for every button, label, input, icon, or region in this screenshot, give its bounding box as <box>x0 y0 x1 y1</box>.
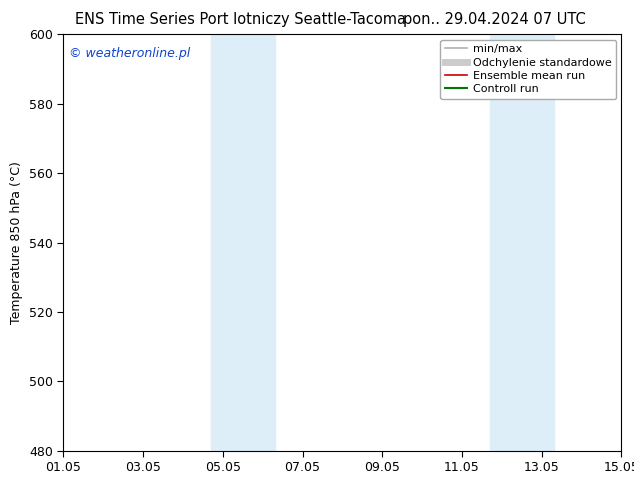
Text: © weatheronline.pl: © weatheronline.pl <box>69 47 190 60</box>
Bar <box>211 34 275 451</box>
Legend: min/max, Odchylenie standardowe, Ensemble mean run, Controll run: min/max, Odchylenie standardowe, Ensembl… <box>441 40 616 99</box>
Bar <box>490 34 553 451</box>
Y-axis label: Temperature 850 hPa (°C): Temperature 850 hPa (°C) <box>10 161 23 324</box>
Text: pon.. 29.04.2024 07 UTC: pon.. 29.04.2024 07 UTC <box>403 12 586 27</box>
Text: ENS Time Series Port lotniczy Seattle-Tacoma: ENS Time Series Port lotniczy Seattle-Ta… <box>75 12 406 27</box>
